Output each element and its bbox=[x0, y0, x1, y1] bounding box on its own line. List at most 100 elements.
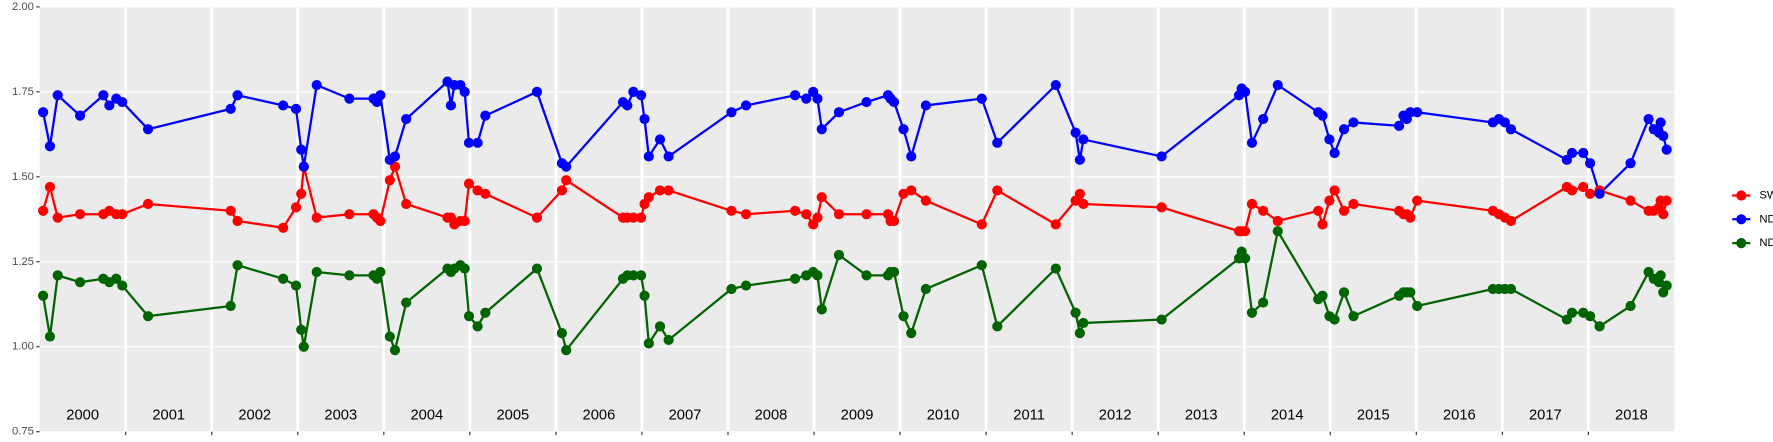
point bbox=[74, 209, 86, 220]
year-label: 2010 bbox=[927, 408, 960, 424]
point bbox=[1338, 124, 1350, 135]
point bbox=[1566, 307, 1578, 318]
point bbox=[472, 321, 483, 332]
point bbox=[976, 93, 987, 104]
point bbox=[1655, 270, 1666, 281]
point bbox=[556, 328, 568, 339]
point bbox=[344, 93, 355, 104]
point bbox=[789, 205, 801, 216]
point bbox=[117, 280, 128, 291]
point bbox=[1050, 219, 1061, 230]
point bbox=[635, 90, 647, 101]
point bbox=[992, 321, 1003, 332]
legend-label: NDVI bbox=[1759, 213, 1773, 225]
year-label: 2012 bbox=[1099, 408, 1132, 424]
year-label: 2015 bbox=[1357, 408, 1390, 424]
point bbox=[561, 161, 572, 172]
point bbox=[1594, 188, 1605, 199]
point bbox=[1394, 120, 1405, 131]
year-label: 2008 bbox=[755, 408, 788, 424]
point bbox=[44, 141, 56, 152]
point bbox=[104, 100, 115, 111]
point bbox=[37, 205, 49, 216]
point bbox=[1625, 195, 1636, 206]
point bbox=[643, 151, 654, 162]
point bbox=[635, 212, 647, 223]
point bbox=[1272, 79, 1283, 91]
point bbox=[1338, 287, 1350, 298]
point bbox=[232, 260, 243, 271]
point bbox=[1499, 117, 1511, 128]
point bbox=[1585, 158, 1596, 169]
point bbox=[1643, 113, 1654, 125]
point bbox=[52, 212, 63, 223]
point bbox=[1258, 297, 1269, 308]
point bbox=[1070, 127, 1081, 138]
point bbox=[654, 321, 666, 332]
point bbox=[52, 90, 63, 101]
point bbox=[531, 212, 543, 223]
point bbox=[1578, 181, 1589, 193]
point bbox=[789, 273, 801, 284]
point bbox=[480, 110, 491, 121]
point bbox=[906, 151, 917, 162]
point bbox=[401, 297, 412, 308]
point bbox=[976, 260, 987, 271]
point bbox=[1078, 134, 1089, 145]
point bbox=[225, 103, 236, 114]
point bbox=[1505, 215, 1517, 227]
point bbox=[1566, 185, 1578, 196]
point bbox=[888, 96, 900, 108]
point bbox=[1317, 110, 1328, 121]
point bbox=[898, 311, 909, 322]
point bbox=[1566, 147, 1578, 159]
point bbox=[1661, 280, 1672, 291]
point bbox=[232, 90, 243, 101]
point bbox=[290, 103, 302, 114]
year-label: 2013 bbox=[1185, 408, 1218, 424]
point bbox=[726, 283, 737, 295]
point bbox=[643, 338, 654, 349]
year-label: 2016 bbox=[1443, 408, 1476, 424]
point bbox=[1658, 130, 1669, 142]
point bbox=[1258, 205, 1269, 216]
point bbox=[861, 209, 872, 220]
point bbox=[401, 113, 412, 125]
point bbox=[1156, 202, 1167, 213]
point bbox=[44, 181, 56, 193]
point bbox=[1329, 314, 1340, 325]
point bbox=[384, 175, 395, 186]
point bbox=[833, 249, 845, 261]
point bbox=[459, 263, 470, 274]
point bbox=[1661, 195, 1672, 206]
point bbox=[74, 277, 86, 288]
legend-label: SWIR bbox=[1759, 189, 1773, 201]
legend-swatch bbox=[1736, 190, 1747, 201]
point bbox=[296, 188, 307, 199]
point bbox=[654, 134, 666, 145]
year-label: 2003 bbox=[324, 408, 357, 424]
point bbox=[1078, 198, 1089, 210]
point bbox=[1329, 147, 1340, 159]
point bbox=[1412, 107, 1423, 118]
point bbox=[992, 137, 1003, 148]
point bbox=[111, 273, 122, 284]
point bbox=[1317, 290, 1328, 301]
point bbox=[278, 273, 289, 284]
point bbox=[232, 215, 243, 227]
point bbox=[1074, 154, 1085, 165]
point bbox=[1246, 198, 1258, 210]
point bbox=[812, 212, 823, 223]
point bbox=[298, 341, 309, 352]
point bbox=[480, 307, 491, 318]
point bbox=[1348, 311, 1359, 322]
point bbox=[384, 331, 395, 342]
point bbox=[375, 215, 386, 227]
point bbox=[906, 185, 917, 196]
point bbox=[1246, 137, 1258, 148]
year-label: 2018 bbox=[1615, 408, 1648, 424]
point bbox=[898, 188, 909, 199]
point bbox=[1585, 188, 1596, 199]
y-tick-label: 1.50 bbox=[12, 171, 34, 183]
